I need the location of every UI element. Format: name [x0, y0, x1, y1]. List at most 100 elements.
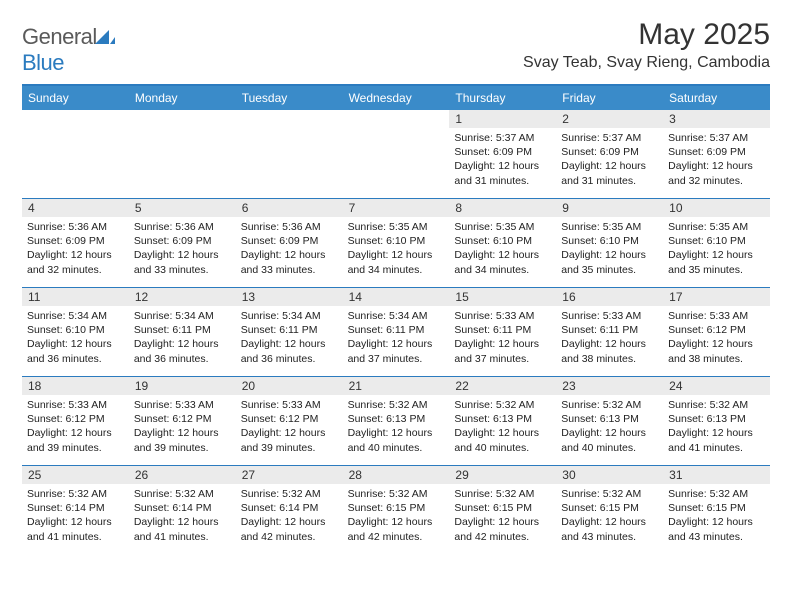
day-cell: 14Sunrise: 5:34 AMSunset: 6:11 PMDayligh… — [343, 288, 450, 376]
sunset-line: Sunset: 6:13 PM — [348, 412, 445, 426]
sunset-line: Sunset: 6:14 PM — [134, 501, 231, 515]
day-cell: 19Sunrise: 5:33 AMSunset: 6:12 PMDayligh… — [129, 377, 236, 465]
day-number: 11 — [22, 288, 129, 306]
day-cell: 25Sunrise: 5:32 AMSunset: 6:14 PMDayligh… — [22, 466, 129, 554]
day-cell: 2Sunrise: 5:37 AMSunset: 6:09 PMDaylight… — [556, 110, 663, 198]
sunset-line: Sunset: 6:09 PM — [668, 145, 765, 159]
daylight-line1: Daylight: 12 hours — [668, 248, 765, 262]
daylight-line2: and 35 minutes. — [561, 263, 658, 277]
daylight-line2: and 40 minutes. — [348, 441, 445, 455]
weekday-sunday: Sunday — [22, 86, 129, 110]
day-cell: 3Sunrise: 5:37 AMSunset: 6:09 PMDaylight… — [663, 110, 770, 198]
sunrise-line: Sunrise: 5:32 AM — [348, 487, 445, 501]
day-details: Sunrise: 5:32 AMSunset: 6:13 PMDaylight:… — [454, 398, 551, 455]
sunrise-line: Sunrise: 5:32 AM — [561, 398, 658, 412]
sunrise-line: Sunrise: 5:33 AM — [668, 309, 765, 323]
sunrise-line: Sunrise: 5:35 AM — [348, 220, 445, 234]
day-number: 8 — [449, 199, 556, 217]
daylight-line1: Daylight: 12 hours — [27, 515, 124, 529]
week-row: 18Sunrise: 5:33 AMSunset: 6:12 PMDayligh… — [22, 376, 770, 465]
day-cell — [236, 110, 343, 198]
day-cell: 17Sunrise: 5:33 AMSunset: 6:12 PMDayligh… — [663, 288, 770, 376]
day-details: Sunrise: 5:32 AMSunset: 6:13 PMDaylight:… — [561, 398, 658, 455]
day-cell: 6Sunrise: 5:36 AMSunset: 6:09 PMDaylight… — [236, 199, 343, 287]
logo-text: GeneralBlue — [22, 24, 115, 76]
daylight-line2: and 32 minutes. — [27, 263, 124, 277]
daylight-line1: Daylight: 12 hours — [561, 515, 658, 529]
calendar: Sunday Monday Tuesday Wednesday Thursday… — [22, 84, 770, 554]
day-number: 15 — [449, 288, 556, 306]
day-number: 26 — [129, 466, 236, 484]
weekday-wednesday: Wednesday — [343, 86, 450, 110]
daylight-line2: and 39 minutes. — [134, 441, 231, 455]
sunset-line: Sunset: 6:13 PM — [454, 412, 551, 426]
day-number: 30 — [556, 466, 663, 484]
day-cell — [129, 110, 236, 198]
daylight-line1: Daylight: 12 hours — [241, 337, 338, 351]
day-cell: 26 Sunrise: 5:32 AMSunset: 6:14 PMDayligh… — [129, 466, 236, 554]
sunset-line: Sunset: 6:12 PM — [27, 412, 124, 426]
week-row: 25Sunrise: 5:32 AMSunset: 6:14 PMDayligh… — [22, 465, 770, 554]
daylight-line1: Daylight: 12 hours — [348, 337, 445, 351]
sunset-line: Sunset: 6:10 PM — [348, 234, 445, 248]
day-details: Sunrise: 5:33 AMSunset: 6:12 PMDaylight:… — [27, 398, 124, 455]
sunrise-line: Sunrise: 5:35 AM — [668, 220, 765, 234]
day-details: Sunrise: 5:32 AMSunset: 6:14 PMDaylight:… — [134, 487, 231, 544]
sunset-line: Sunset: 6:15 PM — [561, 501, 658, 515]
sunset-line: Sunset: 6:11 PM — [348, 323, 445, 337]
day-number: 12 — [129, 288, 236, 306]
day-details: Sunrise: 5:33 AMSunset: 6:12 PMDaylight:… — [668, 309, 765, 366]
sunset-line: Sunset: 6:10 PM — [454, 234, 551, 248]
day-number: 13 — [236, 288, 343, 306]
sunset-line: Sunset: 6:10 PM — [561, 234, 658, 248]
sunrise-line: Sunrise: 5:33 AM — [134, 398, 231, 412]
sunrise-line: Sunrise: 5:32 AM — [241, 487, 338, 501]
day-details: Sunrise: 5:34 AMSunset: 6:11 PMDaylight:… — [241, 309, 338, 366]
logo-text-gray: General — [22, 24, 97, 49]
day-details: Sunrise: 5:36 AMSunset: 6:09 PMDaylight:… — [27, 220, 124, 277]
sunrise-line: Sunrise: 5:32 AM — [454, 398, 551, 412]
day-cell: 24Sunrise: 5:32 AMSunset: 6:13 PMDayligh… — [663, 377, 770, 465]
sunrise-line: Sunrise: 5:32 AM — [27, 487, 124, 501]
daylight-line1: Daylight: 12 hours — [241, 426, 338, 440]
sunset-line: Sunset: 6:09 PM — [134, 234, 231, 248]
day-number: 23 — [556, 377, 663, 395]
sunrise-line: Sunrise: 5:37 AM — [668, 131, 765, 145]
day-cell: 1Sunrise: 5:37 AMSunset: 6:09 PMDaylight… — [449, 110, 556, 198]
day-cell — [22, 110, 129, 198]
daylight-line2: and 37 minutes. — [454, 352, 551, 366]
daylight-line2: and 34 minutes. — [454, 263, 551, 277]
day-number: 5 — [129, 199, 236, 217]
daylight-line1: Daylight: 12 hours — [561, 337, 658, 351]
sunset-line: Sunset: 6:09 PM — [454, 145, 551, 159]
daylight-line1: Daylight: 12 hours — [134, 426, 231, 440]
daylight-line2: and 41 minutes. — [27, 530, 124, 544]
daylight-line2: and 32 minutes. — [668, 174, 765, 188]
day-cell: 18 Sunrise: 5:33 AMSunset: 6:12 PMDayligh… — [22, 377, 129, 465]
day-cell: 7Sunrise: 5:35 AMSunset: 6:10 PMDaylight… — [343, 199, 450, 287]
day-details: Sunrise: 5:32 AMSunset: 6:14 PMDaylight:… — [27, 487, 124, 544]
location: Svay Teab, Svay Rieng, Cambodia — [523, 54, 770, 72]
sunset-line: Sunset: 6:11 PM — [561, 323, 658, 337]
day-cell: 23 Sunrise: 5:32 AMSunset: 6:13 PMDayligh… — [556, 377, 663, 465]
sunrise-line: Sunrise: 5:33 AM — [241, 398, 338, 412]
daylight-line1: Daylight: 12 hours — [134, 515, 231, 529]
day-details: Sunrise: 5:37 AMSunset: 6:09 PMDaylight:… — [454, 131, 551, 188]
weekday-saturday: Saturday — [663, 86, 770, 110]
sunset-line: Sunset: 6:10 PM — [668, 234, 765, 248]
day-number: 27 — [236, 466, 343, 484]
sunrise-line: Sunrise: 5:32 AM — [348, 398, 445, 412]
daylight-line2: and 33 minutes. — [241, 263, 338, 277]
day-number: 4 — [22, 199, 129, 217]
weekday-tuesday: Tuesday — [236, 86, 343, 110]
daylight-line1: Daylight: 12 hours — [454, 337, 551, 351]
header: GeneralBlue May 2025 Svay Teab, Svay Rie… — [22, 18, 770, 76]
daylight-line2: and 34 minutes. — [348, 263, 445, 277]
day-details: Sunrise: 5:35 AMSunset: 6:10 PMDaylight:… — [348, 220, 445, 277]
sunrise-line: Sunrise: 5:34 AM — [241, 309, 338, 323]
day-cell: 28Sunrise: 5:32 AMSunset: 6:15 PMDayligh… — [343, 466, 450, 554]
day-number: 22 — [449, 377, 556, 395]
daylight-line1: Daylight: 12 hours — [241, 248, 338, 262]
sunset-line: Sunset: 6:15 PM — [668, 501, 765, 515]
day-number: 18 — [22, 377, 129, 395]
